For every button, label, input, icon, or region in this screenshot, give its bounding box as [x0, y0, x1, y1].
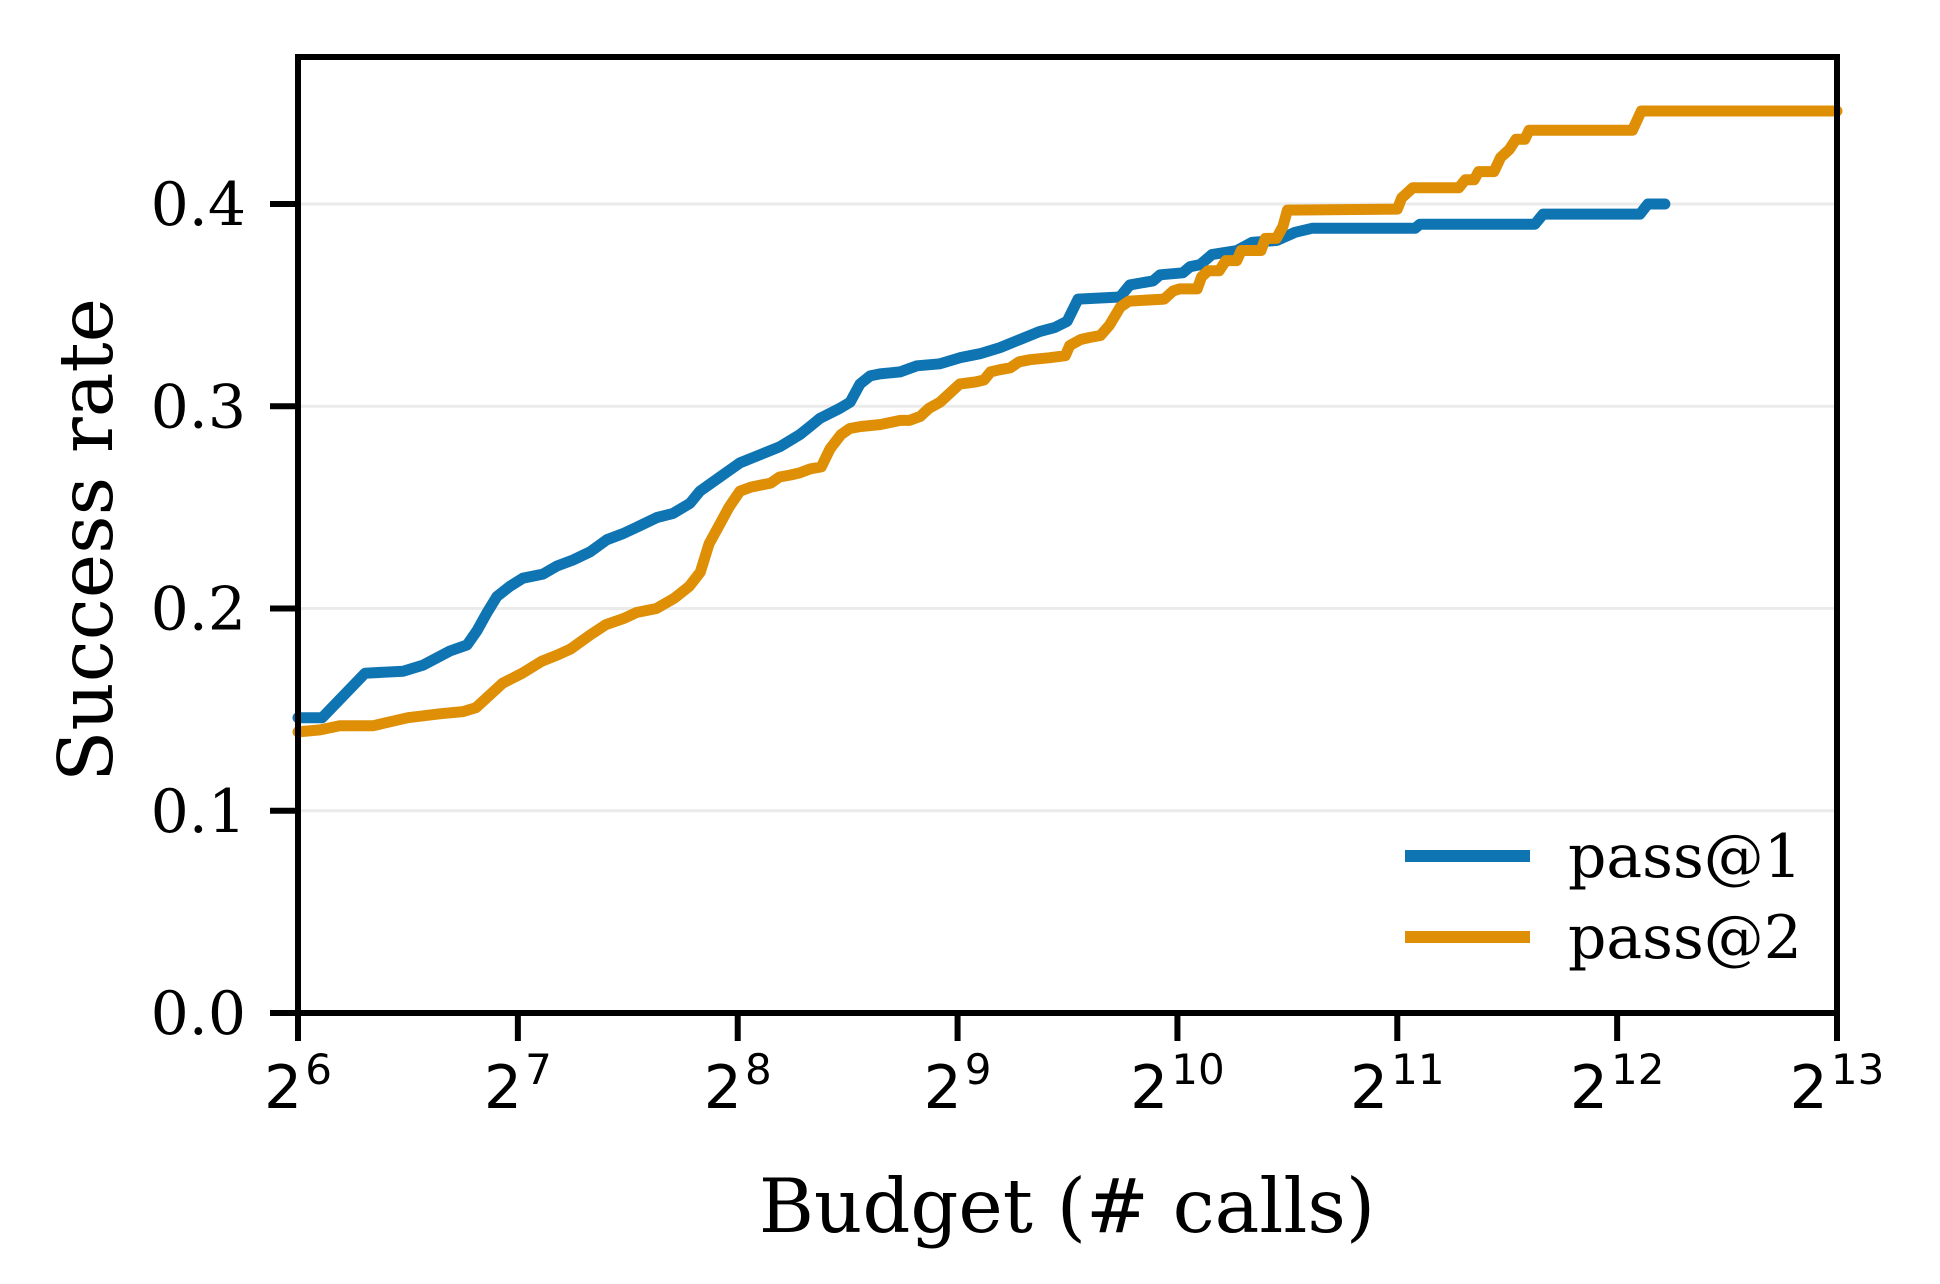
line-pass-2 — [292, 105, 1843, 738]
plot-frame — [295, 54, 1840, 1016]
y-tick-label-0.0: 0.0 — [151, 979, 246, 1049]
y-tick-label-0.4: 0.4 — [151, 170, 246, 240]
x-tick-label-2e10: 210 — [1130, 1045, 1225, 1123]
ticks-layer — [270, 201, 1840, 1041]
y-tick-label-0.2: 0.2 — [151, 575, 246, 645]
x-tick-label-2e13: 213 — [1790, 1045, 1885, 1123]
legend-label-pass-at-1: pass@1 — [1568, 822, 1802, 892]
x-tick-label-2e11: 211 — [1350, 1045, 1445, 1123]
x-tick-label-2e8: 28 — [704, 1045, 772, 1123]
gridlines-layer — [298, 202, 1837, 813]
x-tick-label-2e12: 212 — [1570, 1045, 1665, 1123]
y-tick-label-0.3: 0.3 — [151, 372, 246, 442]
line-pass-1 — [292, 198, 1671, 724]
x-axis-label: Budget (# calls) — [759, 1162, 1375, 1250]
x-tick-label-2e9: 29 — [924, 1045, 992, 1123]
curves-layer — [292, 105, 1843, 738]
x-tick-label-2e7: 27 — [484, 1045, 552, 1123]
y-axis-label: Success rate — [42, 298, 130, 782]
tick-labels-layer: 26 27 28 29 210 211 212 213 0.0 0.1 0.2 0.3 0.4 — [151, 170, 1885, 1123]
x-tick-label-2e6: 26 — [264, 1045, 332, 1123]
legend: pass@1 pass@2 — [1405, 822, 1802, 973]
y-tick-label-0.1: 0.1 — [151, 777, 246, 847]
legend-label-pass-at-2: pass@2 — [1568, 903, 1802, 973]
